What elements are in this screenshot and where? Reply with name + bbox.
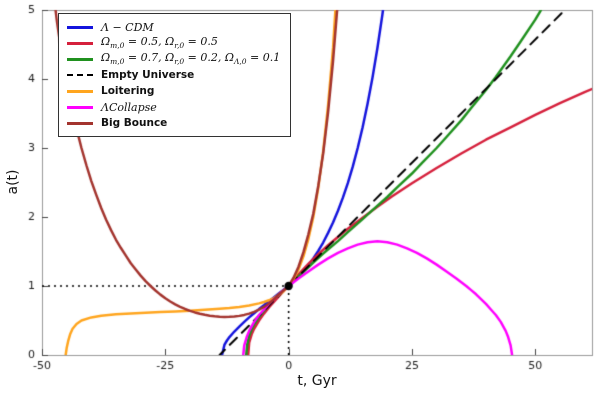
legend-item-label: Empty Universe bbox=[101, 68, 195, 81]
legend-line-swatch bbox=[67, 74, 93, 76]
legend-line-swatch bbox=[67, 121, 93, 125]
legend-line-swatch bbox=[67, 105, 93, 109]
legend-item-label: Loitering bbox=[101, 84, 155, 97]
legend-item: Loitering bbox=[67, 83, 280, 99]
legend-line-swatch bbox=[67, 57, 93, 61]
legend-item: Λ − CDM bbox=[67, 19, 280, 35]
x-axis-label: t, Gyr bbox=[297, 373, 337, 389]
legend-item-label: Big Bounce bbox=[101, 116, 168, 129]
legend-item: Empty Universe bbox=[67, 67, 280, 83]
legend-item-label: Λ − CDM bbox=[101, 20, 154, 34]
legend: Λ − CDM Ωm,0 = 0.5, Ωr,0 = 0.5 Ωm,0 = 0.7,… bbox=[58, 13, 292, 137]
legend-item-label: ΛCollapse bbox=[101, 100, 157, 114]
legend-item: Big Bounce bbox=[67, 115, 280, 131]
legend-item-label: Ωm,0 = 0.7, Ωr,0 = 0.2, ΩΛ,0 = 0.1 bbox=[101, 51, 281, 67]
legend-line-swatch bbox=[67, 41, 93, 45]
y-axis-label: a(t) bbox=[5, 169, 21, 195]
legend-item: Ωm,0 = 0.5, Ωr,0 = 0.5 bbox=[67, 35, 280, 51]
legend-item-label: Ωm,0 = 0.5, Ωr,0 = 0.5 bbox=[101, 35, 218, 51]
legend-line-swatch bbox=[67, 25, 93, 29]
legend-item: Ωm,0 = 0.7, Ωr,0 = 0.2, ΩΛ,0 = 0.1 bbox=[67, 51, 280, 67]
legend-line-swatch bbox=[67, 89, 93, 93]
legend-item: ΛCollapse bbox=[67, 99, 280, 115]
